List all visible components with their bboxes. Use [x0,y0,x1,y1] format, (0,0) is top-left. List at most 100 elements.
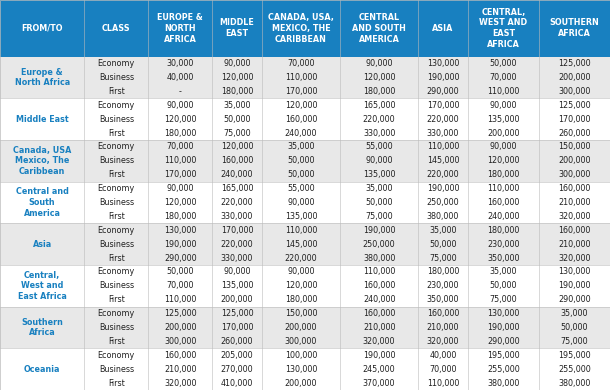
Bar [0,307,610,348]
Text: 190,000: 190,000 [427,73,459,82]
Text: 160,000: 160,000 [164,351,196,360]
Text: 205,000: 205,000 [221,351,253,360]
Text: 190,000: 190,000 [363,351,395,360]
Text: SOUTHERN
AFRICA: SOUTHERN AFRICA [550,18,600,38]
Text: 145,000: 145,000 [427,156,459,165]
Text: 50,000: 50,000 [429,239,457,249]
Text: 35,000: 35,000 [223,101,251,110]
Text: 230,000: 230,000 [487,239,520,249]
Text: Economy: Economy [98,59,135,68]
Text: First: First [108,337,124,346]
Text: 180,000: 180,000 [221,87,253,96]
Bar [0,182,610,223]
Text: First: First [108,295,124,304]
Text: 220,000: 220,000 [427,115,459,124]
Text: 330,000: 330,000 [221,212,253,221]
Text: 145,000: 145,000 [285,239,317,249]
Text: 210,000: 210,000 [558,198,590,207]
Text: Business: Business [99,323,134,332]
Text: Canada, USA
Mexico, The
Caribbean: Canada, USA Mexico, The Caribbean [13,145,71,176]
Text: 110,000: 110,000 [285,73,317,82]
Bar [0,348,610,390]
Text: 130,000: 130,000 [487,309,520,318]
Text: 330,000: 330,000 [427,128,459,138]
Text: 200,000: 200,000 [285,379,317,388]
Text: First: First [108,212,124,221]
Text: 110,000: 110,000 [164,156,196,165]
Text: 110,000: 110,000 [427,142,459,151]
Text: 180,000: 180,000 [285,295,317,304]
Text: 255,000: 255,000 [487,365,520,374]
Text: 230,000: 230,000 [427,281,459,290]
Text: 135,000: 135,000 [285,212,317,221]
Text: Business: Business [99,365,134,374]
Bar [0,265,610,307]
Text: 110,000: 110,000 [164,295,196,304]
Text: 170,000: 170,000 [221,226,253,235]
Text: 110,000: 110,000 [285,226,317,235]
Text: 210,000: 210,000 [558,239,590,249]
Text: 75,000: 75,000 [365,212,393,221]
Text: Asia: Asia [32,239,52,249]
Text: 130,000: 130,000 [164,226,196,235]
Text: 200,000: 200,000 [487,128,520,138]
Text: 120,000: 120,000 [164,198,196,207]
Text: 370,000: 370,000 [363,379,395,388]
Text: Economy: Economy [98,101,135,110]
Text: Economy: Economy [98,268,135,277]
Text: Business: Business [99,156,134,165]
Text: 55,000: 55,000 [287,184,315,193]
Text: 220,000: 220,000 [221,239,253,249]
Text: 160,000: 160,000 [487,198,520,207]
Text: First: First [108,170,124,179]
Text: 75,000: 75,000 [561,337,588,346]
Text: 50,000: 50,000 [287,170,315,179]
Text: Economy: Economy [98,351,135,360]
Text: 190,000: 190,000 [558,281,590,290]
Text: 255,000: 255,000 [558,365,591,374]
Text: Business: Business [99,198,134,207]
Text: 120,000: 120,000 [363,73,395,82]
Text: 110,000: 110,000 [363,268,395,277]
Text: 180,000: 180,000 [164,128,196,138]
Text: 240,000: 240,000 [363,295,395,304]
Text: 135,000: 135,000 [221,281,253,290]
Text: First: First [108,254,124,262]
Text: 320,000: 320,000 [558,254,590,262]
Text: 350,000: 350,000 [427,295,459,304]
Text: 290,000: 290,000 [558,295,591,304]
Text: 35,000: 35,000 [287,142,315,151]
Text: 160,000: 160,000 [363,281,395,290]
Text: FROM/TO: FROM/TO [21,24,63,33]
Text: 210,000: 210,000 [164,365,196,374]
Text: 75,000: 75,000 [490,295,517,304]
Text: CENTRAL,
WEST AND
EAST
AFRICA: CENTRAL, WEST AND EAST AFRICA [479,8,528,49]
Text: 125,000: 125,000 [164,309,196,318]
Text: 125,000: 125,000 [558,101,591,110]
Text: 35,000: 35,000 [365,184,393,193]
Text: 250,000: 250,000 [427,198,459,207]
Text: 120,000: 120,000 [164,115,196,124]
Text: 70,000: 70,000 [490,73,517,82]
Text: 90,000: 90,000 [490,101,517,110]
Text: 170,000: 170,000 [285,87,317,96]
Text: 200,000: 200,000 [221,295,253,304]
Text: Business: Business [99,281,134,290]
Text: 90,000: 90,000 [490,142,517,151]
Text: 240,000: 240,000 [285,128,317,138]
Text: 290,000: 290,000 [427,87,459,96]
Text: 125,000: 125,000 [221,309,253,318]
Text: Business: Business [99,73,134,82]
Text: Economy: Economy [98,309,135,318]
Text: 320,000: 320,000 [427,337,459,346]
Text: 50,000: 50,000 [167,268,194,277]
Text: 320,000: 320,000 [164,379,196,388]
Text: 180,000: 180,000 [164,212,196,221]
Text: Central and
South
America: Central and South America [16,187,68,218]
Text: 260,000: 260,000 [221,337,253,346]
Text: 320,000: 320,000 [363,337,395,346]
Text: 125,000: 125,000 [558,59,591,68]
Text: 130,000: 130,000 [558,268,590,277]
Text: 190,000: 190,000 [427,184,459,193]
Text: Business: Business [99,115,134,124]
